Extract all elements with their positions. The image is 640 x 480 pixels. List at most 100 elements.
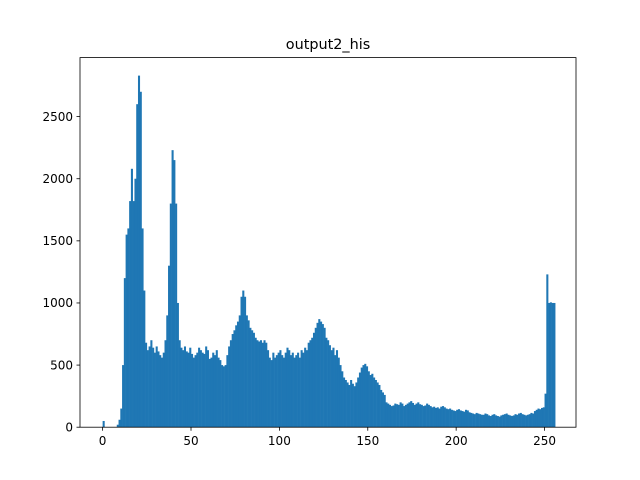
histogram-bar — [397, 404, 400, 428]
x-tick-label: 50 — [183, 434, 198, 448]
histogram-bar — [351, 383, 354, 428]
histogram-bar — [424, 405, 427, 428]
plot-frame — [79, 57, 577, 428]
histogram-bar — [480, 414, 483, 428]
histogram-bar — [155, 346, 158, 428]
histogram-bar — [254, 337, 257, 428]
y-tick-label: 2000 — [42, 172, 73, 186]
histogram-bar — [277, 352, 280, 428]
histogram-bar — [146, 350, 149, 428]
histogram-bar — [221, 365, 224, 428]
histogram-bar — [238, 315, 241, 428]
histogram-bar — [213, 355, 217, 428]
histogram-bar — [263, 340, 266, 428]
histogram-bar — [180, 347, 183, 428]
histogram-bar — [463, 411, 466, 428]
histogram-bar — [459, 410, 462, 428]
histogram-bar — [449, 408, 452, 428]
histogram-bar — [261, 342, 264, 428]
histogram-bar — [265, 342, 268, 428]
histogram-bar — [518, 413, 521, 428]
histogram-bar — [366, 366, 369, 428]
histogram-bar — [401, 403, 404, 428]
histogram-bar — [178, 340, 181, 428]
histogram-bar — [159, 355, 162, 428]
histogram-bar — [116, 424, 119, 428]
histogram-bar — [392, 405, 395, 428]
histogram-bar — [171, 150, 174, 428]
histogram-bar — [293, 357, 296, 428]
histogram-bar — [496, 416, 499, 428]
histogram-bar — [210, 357, 213, 428]
histogram-bar — [297, 352, 300, 428]
histogram-bar — [268, 357, 271, 428]
histogram-bar — [320, 321, 323, 428]
histogram-bar — [157, 351, 160, 428]
histogram-bar — [505, 413, 508, 428]
histogram-bar — [371, 373, 374, 428]
histogram-bar — [270, 360, 273, 428]
histogram-bar — [512, 415, 515, 428]
histogram-bar — [212, 352, 215, 428]
histogram-bar — [482, 414, 485, 428]
histogram-bar — [233, 330, 236, 428]
histogram-bar — [335, 350, 339, 428]
histogram-bar — [256, 340, 259, 428]
histogram-bar — [369, 375, 372, 428]
histogram-bar — [530, 412, 533, 428]
histogram-bar — [242, 290, 245, 428]
histogram-bar — [411, 402, 415, 428]
histogram-bar — [341, 371, 344, 428]
histogram-bar — [541, 407, 544, 428]
histogram-bar — [173, 160, 176, 428]
histogram-bars — [102, 75, 556, 428]
histogram-bar — [316, 322, 319, 428]
histogram-bar — [404, 404, 407, 428]
histogram-bar — [376, 382, 379, 428]
histogram-bar — [433, 406, 436, 428]
histogram-bar — [394, 403, 397, 428]
histogram-bar — [344, 379, 347, 428]
histogram-bar — [275, 355, 278, 428]
histogram-bar — [427, 404, 430, 428]
histogram-bar — [516, 414, 519, 428]
histogram-bar — [408, 402, 411, 428]
histogram-bar — [539, 409, 542, 428]
histogram-bar — [219, 360, 222, 428]
histogram-bar — [217, 357, 220, 428]
histogram-bar — [551, 302, 554, 428]
histogram-bar — [475, 412, 478, 428]
y-tick-label: 1500 — [42, 234, 73, 248]
histogram-bar — [484, 413, 487, 428]
histogram-bar — [187, 352, 190, 428]
histogram-bar — [420, 404, 423, 428]
histogram-bar — [150, 340, 153, 428]
histogram-bar — [164, 340, 167, 428]
histogram-bar — [129, 201, 132, 428]
histogram-bar — [122, 365, 125, 428]
histogram-bar — [123, 278, 126, 428]
histogram-bar — [343, 377, 346, 428]
histogram-bar — [548, 302, 551, 428]
histogram-bar — [307, 342, 310, 428]
histogram-bar — [203, 353, 206, 428]
histogram-bar — [413, 404, 416, 428]
x-tick-label: 150 — [356, 434, 379, 448]
histogram-bar — [312, 332, 316, 428]
histogram-bar — [185, 351, 188, 428]
histogram-bar — [191, 353, 194, 428]
histogram-bar — [228, 346, 231, 428]
histogram-bar — [355, 382, 358, 428]
histogram-bar — [399, 402, 402, 428]
histogram-bar — [502, 414, 505, 428]
histogram-bar — [189, 347, 192, 428]
histogram-bar — [134, 178, 137, 428]
histogram-bar — [473, 414, 476, 428]
histogram-bar — [136, 104, 139, 428]
histogram-bar — [332, 347, 335, 428]
histogram-bar — [549, 302, 552, 428]
plot-axes — [79, 57, 577, 428]
histogram-bar — [141, 228, 144, 428]
histogram-bar — [325, 337, 328, 428]
x-tick-label: 0 — [99, 434, 107, 448]
